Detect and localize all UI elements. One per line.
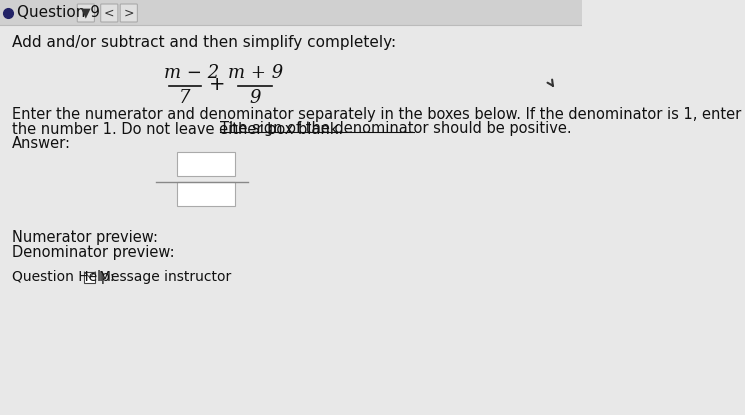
Text: Add and/or subtract and then simplify completely:: Add and/or subtract and then simplify co… bbox=[12, 34, 396, 49]
Text: ▼: ▼ bbox=[81, 7, 91, 20]
Text: >: > bbox=[124, 7, 134, 20]
Text: +: + bbox=[209, 76, 225, 95]
Text: Question 9: Question 9 bbox=[17, 5, 100, 20]
Text: The sign of the denominator should be positive.: The sign of the denominator should be po… bbox=[220, 122, 571, 137]
Text: Answer:: Answer: bbox=[12, 136, 71, 151]
Text: 9: 9 bbox=[250, 89, 261, 107]
Text: Numerator preview:: Numerator preview: bbox=[12, 229, 158, 244]
Text: the number 1. Do not leave either box blank.: the number 1. Do not leave either box bl… bbox=[12, 122, 347, 137]
Text: Enter the numerator and denominator separately in the boxes below. If the denomi: Enter the numerator and denominator sepa… bbox=[12, 107, 741, 122]
Text: <: < bbox=[104, 7, 115, 20]
FancyBboxPatch shape bbox=[0, 0, 582, 25]
FancyBboxPatch shape bbox=[120, 4, 137, 22]
FancyBboxPatch shape bbox=[77, 4, 95, 22]
Text: Denominator preview:: Denominator preview: bbox=[12, 244, 174, 259]
Text: 7: 7 bbox=[180, 89, 191, 107]
Text: m − 2: m − 2 bbox=[164, 64, 219, 82]
FancyBboxPatch shape bbox=[84, 272, 95, 283]
Text: m + 9: m + 9 bbox=[228, 64, 283, 82]
FancyBboxPatch shape bbox=[177, 152, 235, 176]
Text: Message instructor: Message instructor bbox=[99, 270, 232, 284]
Text: Question Help:: Question Help: bbox=[12, 270, 114, 284]
FancyBboxPatch shape bbox=[177, 182, 235, 206]
FancyBboxPatch shape bbox=[101, 4, 118, 22]
